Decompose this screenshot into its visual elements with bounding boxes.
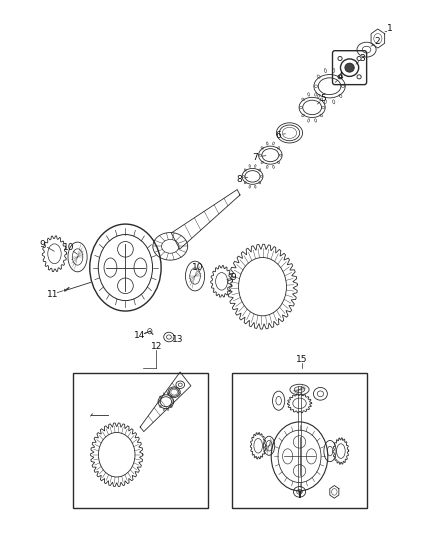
Text: 3: 3 xyxy=(359,54,364,62)
Text: 13: 13 xyxy=(172,335,184,344)
Text: 10: 10 xyxy=(192,263,204,272)
Text: 12: 12 xyxy=(151,342,162,351)
Text: 7: 7 xyxy=(253,153,258,162)
Text: 1: 1 xyxy=(387,25,392,34)
Text: 6: 6 xyxy=(275,131,281,140)
Text: 2: 2 xyxy=(374,37,380,46)
Text: 9: 9 xyxy=(230,272,236,281)
Text: 10: 10 xyxy=(63,244,74,253)
Text: 4: 4 xyxy=(338,72,343,81)
Text: 8: 8 xyxy=(236,174,242,183)
Ellipse shape xyxy=(345,63,354,72)
Text: 15: 15 xyxy=(296,355,307,364)
Text: 5: 5 xyxy=(320,94,326,103)
Text: 11: 11 xyxy=(47,290,59,299)
Bar xyxy=(232,373,367,508)
Bar xyxy=(73,373,208,508)
Text: 14: 14 xyxy=(134,331,145,340)
Text: 9: 9 xyxy=(39,240,45,249)
